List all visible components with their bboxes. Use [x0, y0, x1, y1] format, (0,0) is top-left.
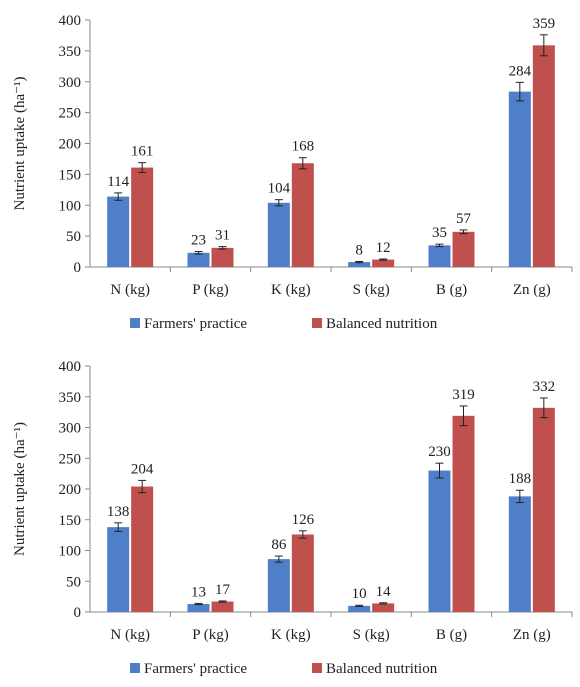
bar — [107, 527, 130, 612]
bar — [291, 534, 314, 612]
data-label: 138 — [107, 504, 130, 520]
x-tick-label: Zn (g) — [513, 282, 551, 298]
y-tick-label: 150 — [59, 513, 82, 529]
data-label: 31 — [215, 228, 230, 244]
data-label: 188 — [509, 471, 532, 487]
bar — [131, 167, 154, 267]
legend-swatch — [130, 318, 140, 328]
bar — [532, 45, 555, 267]
data-label: 126 — [292, 512, 315, 528]
bar — [267, 559, 290, 612]
y-tick-label: 0 — [74, 260, 82, 276]
bar — [428, 245, 451, 267]
bar — [291, 163, 314, 267]
data-label: 114 — [107, 174, 129, 190]
data-label: 319 — [452, 387, 475, 403]
x-tick-label: K (kg) — [271, 282, 311, 298]
data-label: 10 — [352, 586, 367, 602]
data-label: 13 — [191, 584, 206, 600]
data-label: 86 — [271, 537, 287, 553]
x-tick-label: B (g) — [436, 627, 467, 643]
bar — [187, 604, 210, 612]
data-label: 14 — [376, 584, 392, 600]
data-label: 168 — [292, 139, 315, 155]
data-label: 12 — [376, 240, 391, 256]
data-label: 17 — [215, 582, 231, 598]
bar — [107, 196, 130, 267]
bar — [532, 407, 555, 612]
data-label: 104 — [268, 181, 291, 197]
bar — [211, 247, 234, 267]
x-tick-label: N (kg) — [110, 282, 150, 298]
x-tick-label: S (kg) — [353, 627, 390, 643]
y-tick-label: 300 — [59, 421, 82, 437]
bar — [508, 91, 531, 267]
bar — [428, 470, 451, 612]
data-label: 230 — [428, 444, 451, 460]
y-tick-label: 50 — [66, 574, 81, 590]
legend-label: Balanced nutrition — [326, 661, 438, 677]
x-tick-label: P (kg) — [192, 627, 229, 643]
x-tick-label: B (g) — [436, 282, 467, 298]
legend-label: Balanced nutrition — [326, 316, 438, 332]
bar — [508, 496, 531, 612]
bar — [131, 486, 154, 612]
x-tick-label: N (kg) — [110, 627, 150, 643]
bar — [452, 415, 475, 612]
y-tick-label: 150 — [59, 167, 82, 183]
data-label: 359 — [533, 16, 556, 32]
legend-swatch — [312, 663, 322, 673]
y-tick-label: 50 — [66, 229, 81, 245]
bar — [348, 262, 371, 267]
data-label: 284 — [509, 63, 532, 79]
legend: Farmers' practice Balanced nutrition — [130, 661, 438, 677]
data-label: 23 — [191, 233, 206, 249]
data-label: 57 — [456, 211, 472, 227]
x-tick-label: K (kg) — [271, 627, 311, 643]
legend-swatch — [130, 663, 140, 673]
bar — [372, 603, 395, 612]
data-label: 8 — [355, 242, 363, 258]
y-tick-label: 100 — [59, 198, 82, 214]
y-axis-label: Nutrient uptake (ha⁻¹) — [12, 422, 28, 556]
data-label: 161 — [131, 144, 154, 160]
y-tick-label: 200 — [59, 482, 82, 498]
legend-label: Farmers' practice — [144, 316, 247, 332]
chart-2: 0 50 100 150 200 250 300 350 400 Nutrient uptake … — [12, 359, 573, 677]
legend: Farmers' practice Balanced nutrition — [130, 316, 438, 332]
data-label: 35 — [432, 225, 447, 241]
y-tick-label: 200 — [59, 137, 82, 153]
data-label: 204 — [131, 461, 154, 477]
x-tick-label: S (kg) — [353, 282, 390, 298]
bar — [348, 605, 371, 612]
bar — [452, 231, 475, 267]
y-tick-label: 0 — [74, 605, 82, 621]
y-tick-label: 250 — [59, 451, 82, 467]
bar — [372, 259, 395, 267]
bar — [211, 601, 234, 612]
chart-1: 0 50 100 150 200 250 300 350 400 Nutrient uptake … — [12, 13, 573, 332]
bar — [267, 202, 290, 267]
x-tick-label: Zn (g) — [513, 627, 551, 643]
y-tick-label: 350 — [59, 390, 82, 406]
data-label: 332 — [533, 379, 556, 395]
legend-label: Farmers' practice — [144, 661, 247, 677]
y-tick-label: 100 — [59, 544, 82, 560]
legend-swatch — [312, 318, 322, 328]
y-tick-label: 350 — [59, 44, 82, 60]
y-axis-label: Nutrient uptake (ha⁻¹) — [12, 76, 28, 210]
y-tick-label: 300 — [59, 75, 82, 91]
x-tick-label: P (kg) — [192, 282, 229, 298]
y-tick-label: 400 — [59, 359, 82, 375]
y-tick-label: 250 — [59, 106, 82, 122]
bar — [187, 252, 210, 267]
y-tick-label: 400 — [59, 13, 82, 29]
